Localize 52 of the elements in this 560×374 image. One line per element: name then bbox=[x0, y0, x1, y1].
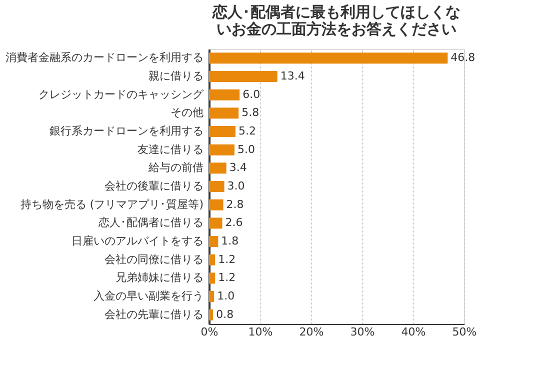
bar bbox=[209, 254, 216, 266]
x-tick-label: 10% bbox=[248, 326, 273, 338]
bar bbox=[209, 71, 278, 82]
y-tick-label: クレジットカードのキャッシング bbox=[38, 88, 204, 101]
x-tick-label: 50% bbox=[452, 326, 477, 338]
x-tick-label: 20% bbox=[299, 326, 324, 338]
chart-title: 恋人･配偶者に最も利用してほしくないお金の工面方法をお答えください bbox=[212, 3, 460, 38]
data-label: 1.2 bbox=[218, 252, 236, 266]
bar bbox=[209, 309, 214, 320]
y-tick-label: 兄弟姉妹に借りる bbox=[116, 271, 204, 284]
data-label: 2.6 bbox=[225, 216, 243, 230]
data-label: 46.8 bbox=[450, 51, 476, 64]
data-label: 5.8 bbox=[242, 106, 260, 120]
bar bbox=[209, 144, 234, 156]
y-tick-label: 会社の先輩に借りる bbox=[104, 308, 204, 321]
x-tick-label: 30% bbox=[350, 326, 375, 338]
data-label: 13.4 bbox=[280, 70, 305, 82]
data-label: 3.4 bbox=[229, 161, 247, 174]
bar bbox=[209, 108, 239, 119]
x-tick-label: 40% bbox=[401, 326, 426, 338]
bar bbox=[209, 89, 240, 100]
y-tick-label: 親に借りる bbox=[148, 70, 204, 82]
data-label: 1.8 bbox=[221, 234, 239, 248]
y-tick-label: その他 bbox=[170, 106, 204, 120]
data-label: 3.0 bbox=[227, 180, 245, 192]
y-tick-label: 給与の前借 bbox=[148, 161, 204, 174]
y-tick-label: 恋人･配偶者に借りる bbox=[98, 216, 204, 230]
y-tick-label: 会社の後輩に借りる bbox=[104, 180, 204, 192]
bar bbox=[209, 181, 224, 192]
y-tick-label: 消費者金融系のカードローンを利用する bbox=[6, 51, 204, 64]
bar bbox=[209, 236, 218, 247]
bar bbox=[209, 272, 216, 284]
bar bbox=[209, 126, 236, 137]
x-tick-label: 0% bbox=[200, 326, 218, 338]
y-tick-label: 入金の早い副業を行う bbox=[94, 290, 204, 302]
data-label: 1.0 bbox=[217, 290, 235, 302]
bar bbox=[209, 199, 224, 210]
data-label: 5.0 bbox=[238, 142, 255, 156]
bar bbox=[209, 291, 214, 302]
y-tick-label: 銀行系カードローンを利用する bbox=[50, 124, 204, 138]
data-label: 6.0 bbox=[242, 88, 260, 101]
bar bbox=[209, 162, 226, 174]
y-tick-label: 友達に借りる bbox=[138, 142, 204, 156]
data-label: 5.2 bbox=[238, 124, 256, 138]
y-tick-label: 日雇いのアルバイトをする bbox=[72, 234, 204, 248]
y-tick-label: 会社の同僚に借りる bbox=[104, 252, 204, 266]
data-label: 0.8 bbox=[216, 308, 234, 321]
data-label: 1.2 bbox=[218, 271, 236, 284]
bar bbox=[209, 52, 448, 64]
y-tick-label: 持ち物を売る (フリマアプリ･質屋等) bbox=[20, 198, 204, 211]
bar bbox=[209, 218, 222, 229]
data-label: 2.8 bbox=[226, 198, 244, 211]
